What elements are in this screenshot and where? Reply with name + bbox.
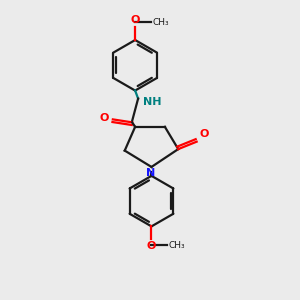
Text: NH: NH [143, 97, 162, 106]
Text: O: O [99, 113, 108, 124]
Text: CH₃: CH₃ [168, 241, 185, 250]
Text: O: O [130, 15, 140, 25]
Text: O: O [147, 241, 156, 251]
Text: CH₃: CH₃ [152, 18, 169, 27]
Text: O: O [199, 129, 208, 139]
Text: N: N [146, 168, 155, 178]
